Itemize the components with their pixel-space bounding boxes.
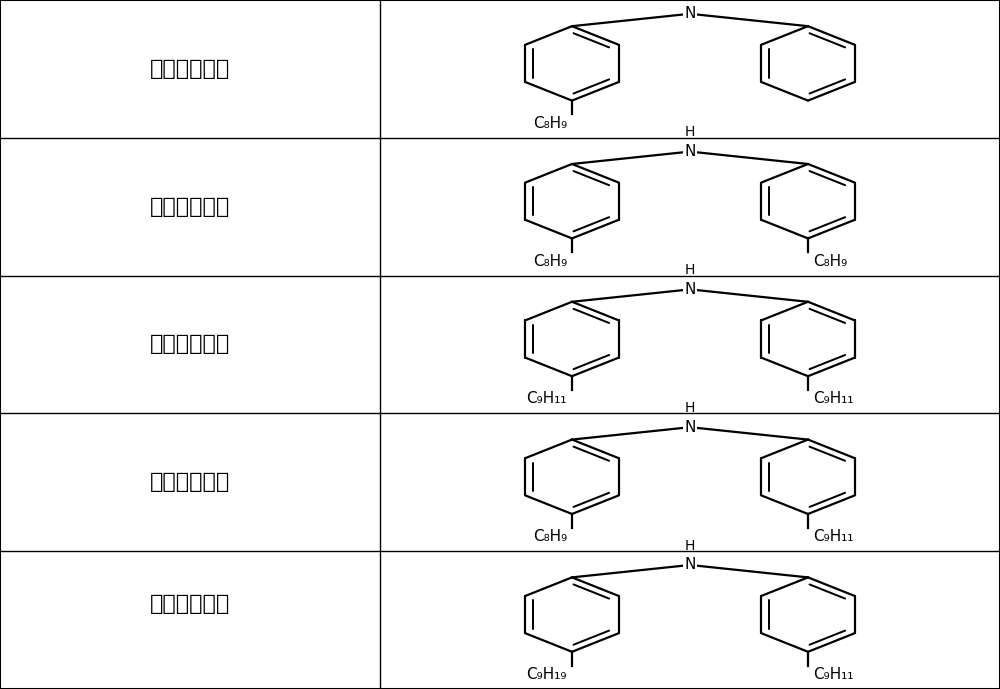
Text: C₉H₁₁: C₉H₁₁: [813, 529, 854, 544]
Text: N: N: [684, 282, 696, 297]
Text: 单取代二苯胺: 单取代二苯胺: [150, 59, 230, 79]
Text: H: H: [685, 539, 695, 553]
Text: H: H: [685, 125, 695, 139]
Text: 二取代二苯胺: 二取代二苯胺: [150, 593, 230, 614]
Text: H: H: [685, 401, 695, 415]
Text: C₈H₉: C₈H₉: [533, 116, 567, 131]
Text: 二取代二苯胺: 二取代二苯胺: [150, 472, 230, 493]
Text: N: N: [684, 144, 696, 159]
Text: C₉H₁₁: C₉H₁₁: [526, 391, 567, 407]
Text: C₈H₉: C₈H₉: [533, 529, 567, 544]
Text: C₉H₁₁: C₉H₁₁: [813, 667, 854, 682]
Text: N: N: [684, 420, 696, 435]
Text: N: N: [684, 6, 696, 21]
Text: H: H: [685, 0, 695, 1]
Text: N: N: [684, 557, 696, 573]
Text: 二取代二苯胺: 二取代二苯胺: [150, 196, 230, 217]
Text: 二取代二苯胺: 二取代二苯胺: [150, 334, 230, 355]
Text: C₈H₉: C₈H₉: [533, 254, 567, 269]
Text: H: H: [685, 263, 695, 277]
Text: C₉H₁₁: C₉H₁₁: [813, 391, 854, 407]
Text: C₉H₁₉: C₉H₁₉: [526, 667, 567, 682]
Text: C₈H₉: C₈H₉: [813, 254, 847, 269]
